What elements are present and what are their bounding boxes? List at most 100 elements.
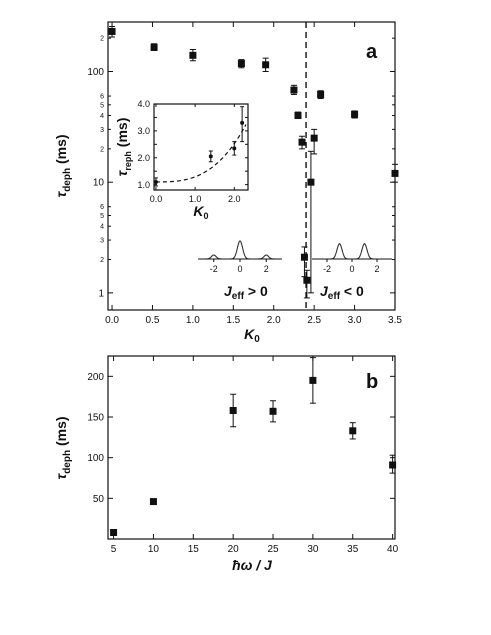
x-tick-label: 40 (387, 544, 399, 555)
inset-plot: 0.0 1.0 2.0 1.02.03.04.0 K0 τreph (ms) (114, 99, 249, 221)
x-tick-label: 0.0 (150, 194, 163, 204)
y-tick-label: 200 (87, 372, 104, 383)
data-point (290, 86, 298, 94)
inset-fit-curve (155, 124, 247, 183)
y-minor-label: 5 (100, 213, 104, 220)
data-point (110, 528, 118, 536)
inset-frame (153, 103, 249, 191)
data-point (309, 376, 317, 384)
x-tick-label: 2.0 (228, 194, 241, 204)
region-label-positive: Jeff > 0 (224, 283, 268, 302)
data-point (237, 60, 245, 68)
data-point (351, 110, 359, 118)
y-tick-label: 100 (87, 67, 104, 78)
x-tick-label: 2.5 (307, 315, 321, 326)
panel-a-x-label: K0 (244, 326, 260, 345)
inset-y-label: τreph (ms) (114, 118, 133, 177)
panel-b-x-axis: 5 10 15 20 25 30 35 40 (111, 356, 399, 555)
x-tick-label: 15 (188, 544, 200, 555)
data-point (232, 146, 237, 151)
profile-tick-label: -2 (323, 264, 331, 274)
region-label-negative: Jeff < 0 (320, 283, 364, 302)
data-point (294, 112, 302, 120)
panel-a-data-series (108, 25, 399, 299)
data-point (317, 90, 325, 98)
inset-y-axis: 1.0 2.0 3.0 4.0 (137, 99, 248, 190)
y-tick-label: 50 (93, 494, 105, 505)
x-tick-label: 0.0 (105, 315, 119, 326)
data-point (307, 178, 315, 186)
panel-a-x-axis: 0.0 0.5 1.0 1.5 2.0 2.5 3.0 3.5 (105, 22, 402, 326)
inset-x-label: K0 (193, 203, 208, 221)
data-point (153, 179, 158, 184)
data-point (298, 138, 306, 146)
data-point (349, 427, 357, 435)
x-tick-label: 0.5 (146, 315, 160, 326)
x-tick-label: 1.0 (186, 315, 200, 326)
inset-data-series (153, 106, 245, 187)
x-tick-label: 2.0 (267, 315, 281, 326)
profile-tick-label: -2 (210, 264, 218, 274)
profile-tick-label: 0 (349, 264, 354, 274)
data-point (229, 406, 237, 414)
y-tick-label: 1 (98, 288, 104, 299)
data-point (208, 154, 213, 159)
y-minor-label: 3 (100, 127, 104, 134)
profile-curve (312, 243, 392, 260)
x-tick-label: 25 (267, 544, 279, 555)
panel-a-letter: a (366, 41, 378, 63)
y-minor-label: 6 (100, 204, 104, 211)
data-point (149, 498, 157, 506)
y-tick-label: 1.0 (137, 180, 150, 190)
data-point (150, 43, 158, 51)
x-tick-label: 35 (347, 544, 359, 555)
x-tick-label: 20 (228, 544, 240, 555)
panel-a: 0.0 0.5 1.0 1.5 2.0 2.5 3.0 3.5 110100234562345… (53, 21, 402, 345)
x-tick-label: 1.0 (189, 194, 202, 204)
data-point (300, 253, 308, 261)
y-tick-label: 10 (93, 178, 105, 189)
y-tick-label: 4.0 (137, 99, 150, 109)
data-point (391, 169, 399, 177)
panel-b-data-series (110, 357, 397, 536)
panel-b-y-label: τdeph (ms) (53, 416, 73, 479)
y-minor-label: 2 (100, 146, 104, 153)
panel-b-letter: b (366, 371, 378, 393)
y-tick-label: 3.0 (137, 126, 150, 136)
y-tick-label: 100 (87, 453, 104, 464)
y-minor-label: 6 (100, 94, 104, 101)
data-point (269, 407, 277, 415)
panel-b: 5 10 15 20 25 30 35 40 50 100 150 200 b ħω / J τde… (53, 355, 399, 573)
profile-tick-label: 0 (237, 264, 242, 274)
x-tick-label: 1.5 (226, 315, 240, 326)
data-point (240, 120, 245, 125)
data-point (303, 276, 311, 284)
profile-tick-label: 2 (374, 264, 379, 274)
panel-b-x-label: ħω / J (232, 557, 273, 573)
momentum-profile-right: -2 0 2 (312, 243, 392, 274)
y-tick-label: 150 (87, 413, 104, 424)
panel-b-frame (107, 355, 396, 540)
y-minor-label: 4 (100, 113, 104, 120)
x-tick-label: 3.0 (348, 315, 362, 326)
profile-curve (198, 240, 282, 260)
y-tick-label: 2.0 (137, 153, 150, 163)
data-point (108, 27, 116, 35)
y-minor-label: 2 (100, 36, 104, 43)
data-point (310, 134, 318, 142)
y-minor-label: 5 (100, 102, 104, 109)
panel-b-y-axis: 50 100 150 200 (87, 372, 395, 505)
panel-a-y-label: τdeph (ms) (53, 134, 73, 197)
y-minor-label: 2 (100, 257, 104, 264)
y-minor-label: 3 (100, 238, 104, 245)
profile-tick-label: 2 (264, 264, 269, 274)
data-point (189, 51, 197, 59)
x-tick-label: 3.5 (388, 315, 402, 326)
y-minor-label: 4 (100, 224, 104, 231)
data-point (262, 61, 270, 69)
x-tick-label: 5 (111, 544, 117, 555)
x-tick-label: 10 (148, 544, 160, 555)
momentum-profile-left: -2 0 2 (198, 240, 282, 274)
